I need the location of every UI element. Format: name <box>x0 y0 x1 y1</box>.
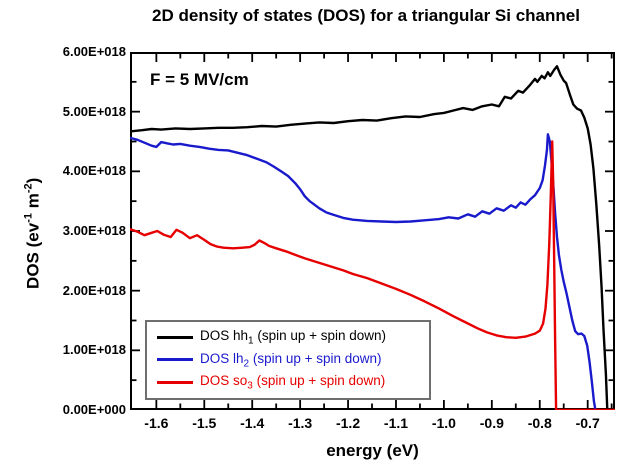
legend-label-so3: DOS so3 (spin up + spin down) <box>200 373 386 392</box>
legend-entry-hh1: DOS hh1 (spin up + spin down) <box>157 328 429 347</box>
y-axis-exponent-1: -1 <box>22 213 35 223</box>
legend-label-lh2: DOS lh2 (spin up + spin down) <box>200 350 382 370</box>
x-tick-label: -1.0 <box>431 415 456 431</box>
legend-line-swatch-black <box>157 335 193 339</box>
chart-title: 2D density of states (DOS) for a triangu… <box>152 6 580 25</box>
y-tick-label: 1.00E+018 <box>62 342 126 358</box>
x-tick-label: -1.2 <box>335 415 361 431</box>
legend-entry-so3: DOS so3 (spin up + spin down) <box>157 373 429 392</box>
y-tick-label: 5.00E+018 <box>62 103 126 119</box>
series-line-0 <box>130 65 609 410</box>
plot-area <box>130 52 615 410</box>
x-tick-label: -0.8 <box>527 415 552 431</box>
plot-frame <box>130 52 615 410</box>
x-axis-title: energy (eV) <box>326 441 419 460</box>
legend-line-swatch-red <box>157 381 193 385</box>
y-axis-title-suffix: ) <box>23 177 43 184</box>
field-annotation: F = 5 MV/cm <box>150 70 249 89</box>
y-tick-label: 3.00E+018 <box>62 223 126 238</box>
y-tick-label: 0.00E+000 <box>62 402 126 417</box>
y-tick-label: 4.00E+018 <box>62 163 126 179</box>
y-axis-title-mid: m <box>23 193 43 214</box>
y-tick-label: 2.00E+018 <box>62 282 126 298</box>
legend-label-hh1: DOS hh1 (spin up + spin down) <box>200 327 387 347</box>
legend-entry-lh2: DOS lh2 (spin up + spin down) <box>157 350 429 370</box>
y-axis-title-text: DOS (ev <box>23 222 43 289</box>
x-tick-label: -1.3 <box>288 415 313 431</box>
series-line-1 <box>130 133 597 410</box>
x-tick-label: -1.1 <box>383 415 409 431</box>
x-tick-label: -0.9 <box>479 415 504 431</box>
y-axis-exponent-2: -2 <box>22 183 35 194</box>
y-tick-label: 6.00E+018 <box>62 44 126 59</box>
legend-line-swatch-blue <box>157 358 193 362</box>
series-line-2 <box>130 140 615 410</box>
y-axis-title: DOS (ev-1 m-2) <box>23 118 44 348</box>
x-tick-label: -0.7 <box>575 415 600 431</box>
legend: DOS hh1 (spin up + spin down) DOS lh2 (s… <box>145 320 431 400</box>
x-tick-label: -1.5 <box>192 415 217 431</box>
x-tick-label: -1.6 <box>144 415 169 431</box>
x-tick-label: -1.4 <box>240 415 265 431</box>
